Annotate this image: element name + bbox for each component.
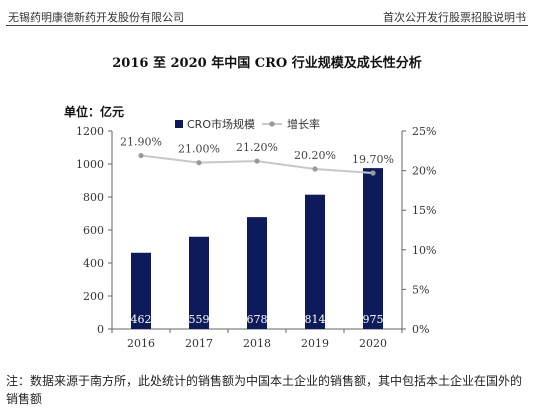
y2-tick-label: 5% bbox=[412, 283, 429, 296]
growth-rate-point bbox=[254, 158, 260, 164]
growth-rate-label: 21.20% bbox=[236, 141, 278, 154]
growth-rate-label: 21.90% bbox=[120, 136, 162, 149]
bar bbox=[363, 168, 383, 329]
legend-line-label: 增长率 bbox=[287, 117, 320, 131]
growth-rate-point bbox=[312, 166, 318, 172]
growth-rate-point bbox=[196, 160, 202, 166]
bar-value-label: 559 bbox=[189, 313, 210, 326]
bar bbox=[189, 236, 209, 329]
bar-value-label: 678 bbox=[247, 313, 268, 326]
y-tick-label: 600 bbox=[83, 224, 104, 237]
bar-value-label: 462 bbox=[131, 313, 152, 326]
document-header: 无锡药明康德新药开发股份有限公司 首次公开发行股票招股说明书 bbox=[0, 0, 534, 28]
bar bbox=[247, 217, 267, 329]
bar-value-label: 814 bbox=[305, 313, 326, 326]
growth-rate-label: 19.70% bbox=[352, 153, 394, 166]
unit-label: 单位：亿元 bbox=[64, 105, 125, 119]
company-name: 无锡药明康德新药开发股份有限公司 bbox=[8, 11, 184, 24]
y-tick-label: 1200 bbox=[76, 125, 104, 138]
bar-value-label: 975 bbox=[363, 313, 384, 326]
growth-rate-line bbox=[140, 154, 374, 174]
y2-tick-label: 25% bbox=[412, 125, 436, 138]
bar bbox=[131, 252, 151, 329]
growth-rate-label: 20.20% bbox=[294, 149, 336, 162]
chart-title: 2016 至 2020 年中国 CRO 行业规模及成长性分析 bbox=[112, 56, 422, 71]
y-tick-label: 200 bbox=[83, 290, 104, 303]
growth-rate-point bbox=[138, 152, 144, 159]
y2-tick-label: 10% bbox=[412, 244, 436, 257]
x-tick-label: 2019 bbox=[301, 337, 329, 350]
cro-market-chart: 0 200 400 600 800 1000 1200 0% 5% 10% 15% 20% 25% 201… bbox=[76, 117, 436, 350]
y-tick-label: 400 bbox=[83, 257, 104, 270]
footnote: 注：数据来源于南方所，此处统计的销售额为中国本土企业的销售额，其中包括本土企业在… bbox=[6, 374, 523, 406]
y2-tick-label: 20% bbox=[412, 165, 436, 178]
y-tick-label: 0 bbox=[97, 323, 104, 336]
x-tick-label: 2018 bbox=[243, 337, 271, 350]
document-title: 首次公开发行股票招股说明书 bbox=[383, 11, 526, 24]
growth-rate-label: 21.00% bbox=[178, 143, 220, 156]
x-tick-label: 2020 bbox=[359, 337, 387, 350]
y-tick-label: 800 bbox=[83, 191, 104, 204]
x-tick-label: 2016 bbox=[127, 337, 155, 350]
y-tick-label: 1000 bbox=[76, 158, 104, 171]
legend-bar-label: CRO市场规模 bbox=[187, 117, 255, 131]
legend-bar-swatch bbox=[175, 120, 183, 128]
y2-tick-label: 15% bbox=[412, 204, 436, 217]
header-rule bbox=[6, 25, 528, 26]
y2-tick-label: 0% bbox=[412, 323, 429, 336]
growth-rate-point bbox=[370, 170, 376, 176]
bar bbox=[305, 194, 325, 329]
legend-line-marker bbox=[269, 121, 275, 127]
x-tick-label: 2017 bbox=[185, 337, 213, 350]
